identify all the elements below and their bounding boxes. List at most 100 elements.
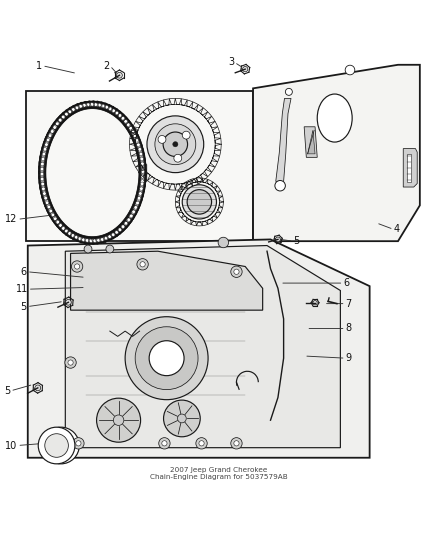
Circle shape: [105, 106, 108, 109]
Circle shape: [275, 181, 286, 191]
Polygon shape: [69, 102, 88, 114]
Polygon shape: [95, 233, 113, 244]
Circle shape: [74, 106, 78, 110]
Polygon shape: [134, 139, 145, 157]
Polygon shape: [81, 101, 99, 109]
Polygon shape: [122, 118, 137, 136]
Circle shape: [174, 154, 182, 162]
Circle shape: [48, 208, 52, 212]
Circle shape: [40, 177, 44, 181]
Circle shape: [134, 136, 138, 140]
Circle shape: [112, 233, 115, 236]
Circle shape: [112, 233, 115, 236]
Circle shape: [132, 210, 135, 214]
Circle shape: [86, 103, 90, 107]
Circle shape: [140, 184, 144, 188]
Circle shape: [135, 327, 198, 390]
Circle shape: [42, 155, 45, 158]
Polygon shape: [69, 232, 88, 244]
Circle shape: [108, 107, 111, 110]
Circle shape: [173, 142, 178, 147]
Circle shape: [43, 194, 47, 198]
Circle shape: [78, 105, 81, 108]
Circle shape: [50, 212, 54, 215]
Circle shape: [124, 119, 127, 123]
Circle shape: [86, 239, 90, 243]
Circle shape: [56, 220, 59, 223]
Circle shape: [71, 108, 75, 111]
Circle shape: [85, 239, 89, 242]
Circle shape: [141, 180, 144, 183]
Polygon shape: [26, 91, 253, 241]
Circle shape: [50, 130, 54, 133]
Polygon shape: [127, 201, 141, 220]
Circle shape: [127, 219, 130, 222]
Circle shape: [162, 441, 167, 446]
Circle shape: [83, 238, 86, 241]
Circle shape: [49, 132, 53, 136]
Text: 11: 11: [15, 284, 28, 294]
Circle shape: [231, 438, 242, 449]
Polygon shape: [110, 107, 127, 122]
Circle shape: [121, 117, 125, 120]
Polygon shape: [92, 101, 110, 111]
Circle shape: [159, 438, 170, 449]
Circle shape: [137, 199, 140, 202]
Polygon shape: [132, 134, 144, 153]
Polygon shape: [92, 235, 110, 244]
Polygon shape: [88, 101, 106, 109]
Circle shape: [94, 239, 97, 243]
Circle shape: [118, 114, 122, 117]
Circle shape: [112, 109, 115, 112]
Circle shape: [41, 162, 44, 166]
Circle shape: [218, 237, 229, 248]
Polygon shape: [39, 171, 46, 189]
Circle shape: [53, 126, 57, 129]
Circle shape: [140, 160, 144, 163]
Circle shape: [68, 110, 71, 114]
Circle shape: [65, 229, 68, 233]
Circle shape: [113, 415, 124, 425]
Polygon shape: [39, 176, 47, 194]
Circle shape: [90, 239, 94, 243]
Circle shape: [135, 203, 138, 207]
Circle shape: [130, 128, 133, 131]
Circle shape: [108, 235, 112, 238]
Polygon shape: [95, 101, 113, 112]
Polygon shape: [135, 144, 145, 162]
Circle shape: [43, 148, 47, 151]
Circle shape: [44, 197, 47, 200]
Circle shape: [182, 185, 216, 219]
Circle shape: [140, 187, 143, 190]
Circle shape: [108, 235, 111, 238]
Circle shape: [49, 209, 53, 213]
Circle shape: [101, 104, 104, 108]
Polygon shape: [81, 237, 99, 244]
Circle shape: [45, 143, 48, 147]
Circle shape: [89, 103, 93, 106]
Polygon shape: [77, 235, 95, 244]
Circle shape: [75, 106, 79, 110]
Polygon shape: [138, 154, 146, 172]
Polygon shape: [57, 108, 74, 124]
Polygon shape: [304, 127, 317, 157]
Circle shape: [243, 67, 248, 72]
Text: 1: 1: [36, 61, 42, 71]
Polygon shape: [407, 154, 411, 182]
Circle shape: [47, 136, 51, 140]
Circle shape: [38, 427, 75, 464]
Circle shape: [121, 117, 124, 120]
Circle shape: [138, 197, 141, 200]
Circle shape: [42, 189, 46, 193]
Circle shape: [138, 148, 141, 151]
Circle shape: [61, 227, 65, 230]
Circle shape: [68, 360, 73, 365]
Circle shape: [76, 441, 81, 446]
Circle shape: [98, 238, 101, 242]
Polygon shape: [102, 228, 120, 242]
Circle shape: [101, 238, 104, 241]
Polygon shape: [39, 161, 46, 179]
Text: 10: 10: [5, 440, 17, 450]
Circle shape: [66, 300, 71, 305]
Circle shape: [138, 192, 142, 195]
